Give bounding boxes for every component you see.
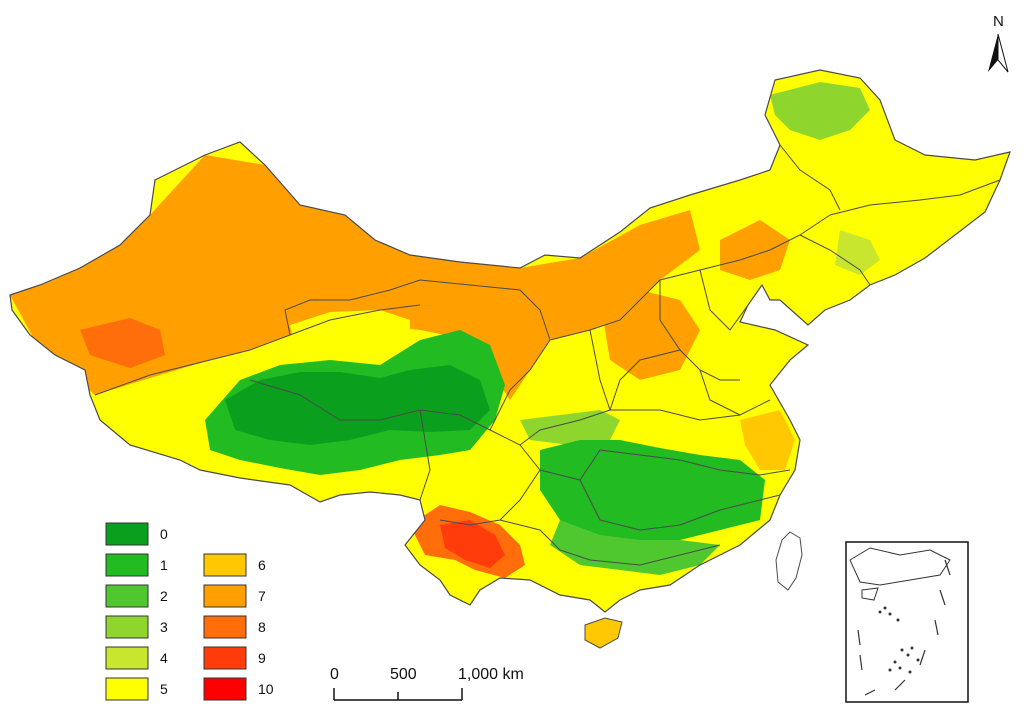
legend-swatch-4 xyxy=(105,646,149,670)
north-arrow-icon: N xyxy=(988,13,1009,73)
legend-swatch-1 xyxy=(105,553,149,577)
zone-8 xyxy=(520,410,620,445)
hainan-island xyxy=(584,617,623,649)
legend-label-1: 1 xyxy=(160,557,168,573)
legend-swatch-7 xyxy=(203,584,247,608)
legend-label-4: 4 xyxy=(160,650,168,666)
legend-swatch-3 xyxy=(105,615,149,639)
legend-swatch-6 xyxy=(203,553,247,577)
zone-7 xyxy=(225,365,490,445)
scale-bar: 0 500 1,000 km xyxy=(330,666,524,701)
zone-3 xyxy=(720,220,790,280)
zone-12 xyxy=(440,520,505,568)
zone-9 xyxy=(540,440,765,545)
legend-label-6: 6 xyxy=(258,557,266,573)
legend-label-5: 5 xyxy=(160,681,168,697)
legend-swatch-0 xyxy=(105,522,149,546)
south-china-sea-inset xyxy=(845,541,969,703)
legend-swatch-9 xyxy=(203,646,247,670)
zone-2 xyxy=(600,290,700,380)
legend-label-7: 7 xyxy=(258,588,266,604)
legend-label-9: 9 xyxy=(258,650,266,666)
legend-label-2: 2 xyxy=(160,588,168,604)
north-label: N xyxy=(993,13,1004,30)
zone-4 xyxy=(80,318,165,368)
legend-swatch-10 xyxy=(203,677,247,701)
zone-10 xyxy=(550,520,720,575)
legend-label-3: 3 xyxy=(160,619,168,635)
legend-swatch-8 xyxy=(203,615,247,639)
scale-tick-1000: 1,000 km xyxy=(458,666,524,683)
scale-tick-0: 0 xyxy=(330,666,339,683)
legend-swatch-2 xyxy=(105,584,149,608)
scale-tick-500: 500 xyxy=(390,666,417,683)
zone-15 xyxy=(740,410,795,470)
legend-label-8: 8 xyxy=(258,619,266,635)
zone-14 xyxy=(835,230,880,275)
zone-1 xyxy=(10,155,700,400)
zone-13 xyxy=(770,82,870,140)
legend-label-10: 10 xyxy=(258,681,274,697)
province-borders xyxy=(94,144,1001,566)
taiwan-island xyxy=(775,531,803,591)
legend-label-0: 0 xyxy=(160,526,168,542)
legend: 0 1 2 3 4 5 6 7 8 9 10 xyxy=(105,522,274,701)
legend-swatch-5 xyxy=(105,677,149,701)
zone-5 xyxy=(290,310,410,370)
